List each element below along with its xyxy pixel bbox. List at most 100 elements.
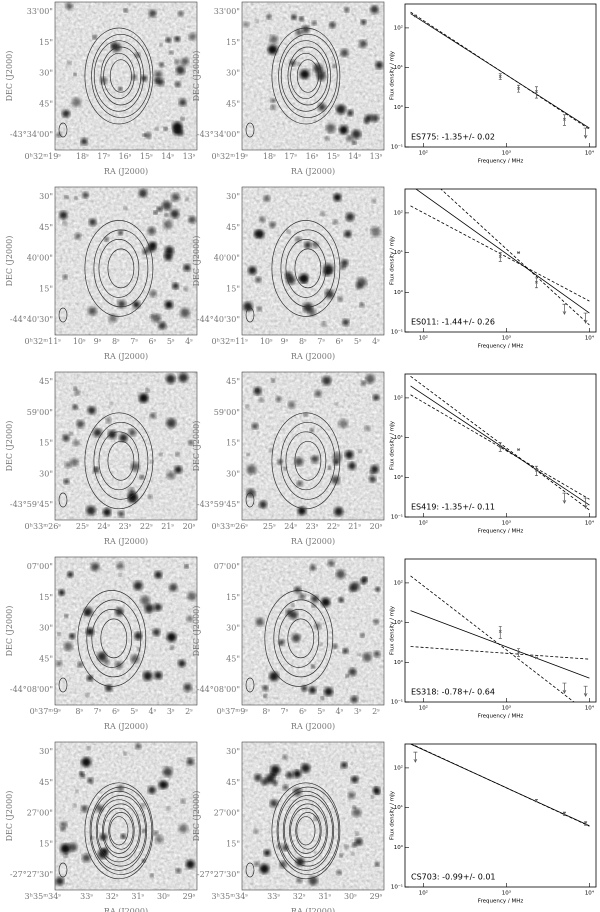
y-tick-label: 10² xyxy=(394,579,403,586)
image-frame xyxy=(54,1,198,151)
source-blob xyxy=(67,60,72,65)
ra-tick-label: 13ˢ xyxy=(370,152,383,161)
ra-tick-label: 0ʰ32ᵐ11ˢ xyxy=(211,337,248,346)
source-label: ES318: -0.78+/- 0.64 xyxy=(411,688,495,697)
source-blob xyxy=(170,645,174,650)
source-blob xyxy=(339,125,349,135)
spectrum-plot: 10² 10³ 10⁴ 10⁻¹ 10⁰ 10¹ 10² Frequency / MHz Flu… xyxy=(390,3,597,165)
source-blob xyxy=(85,693,90,697)
source-blob xyxy=(345,212,355,222)
ra-tick-label: 10ˢ xyxy=(260,337,273,346)
dec-tick-label: 40'00" xyxy=(27,254,53,263)
source-blob xyxy=(243,301,253,312)
source-blob xyxy=(183,286,189,292)
source-label: ES011: -1.44+/- 0.26 xyxy=(411,318,495,327)
image-panel xyxy=(241,186,385,336)
ra-tick-label: 31ˢ xyxy=(131,892,144,901)
source-blob xyxy=(159,62,164,68)
source-blob xyxy=(336,869,342,876)
image-background xyxy=(242,2,384,150)
data-point xyxy=(517,648,521,657)
contour xyxy=(294,440,322,481)
source-blob xyxy=(269,799,278,808)
fit-line xyxy=(415,189,590,314)
source-blob xyxy=(291,633,301,643)
source-blob xyxy=(320,597,331,607)
x-axis-label: Frequency / MHz xyxy=(478,714,524,720)
source-blob xyxy=(105,684,113,692)
image-frame xyxy=(241,371,385,521)
source-blob xyxy=(294,457,304,467)
source-blob xyxy=(73,386,78,391)
source-blob xyxy=(272,780,278,786)
source-blob xyxy=(338,597,344,603)
dec-tick-label: 15" xyxy=(226,439,240,448)
dec-tick-label: 45" xyxy=(226,778,240,787)
source-blob xyxy=(170,209,180,219)
data-point xyxy=(534,799,538,803)
y-tick-label: 10⁰ xyxy=(394,104,404,111)
source-blob xyxy=(180,307,190,318)
dec-tick-label: -43°59'45" xyxy=(197,500,240,509)
source-label: ES419: -1.35+/- 0.11 xyxy=(411,503,495,512)
source-blob xyxy=(169,50,174,55)
ra-tick-label: 25ˢ xyxy=(263,522,276,531)
source-blob xyxy=(109,401,113,405)
dec-axis-label: DEC (J2000) xyxy=(192,421,201,472)
source-label: CS703: -0.99+/- 0.01 xyxy=(411,873,496,882)
y-axis-label: Flux density / mJy xyxy=(390,50,396,100)
contour xyxy=(278,33,338,119)
source-blob xyxy=(268,448,273,453)
source-blob xyxy=(172,282,179,290)
source-blob xyxy=(74,389,81,396)
source-blob xyxy=(139,474,144,480)
source-blob xyxy=(110,42,117,49)
y-tick-label: 10⁻¹ xyxy=(391,884,403,891)
image-panel xyxy=(54,371,198,521)
source-blob xyxy=(115,661,123,669)
source-blob xyxy=(77,661,83,668)
source-blob xyxy=(299,16,304,22)
beam xyxy=(58,862,68,878)
source-blob xyxy=(335,569,346,579)
source-blob xyxy=(350,695,358,703)
source-blob xyxy=(152,628,161,637)
y-tick-label: 10¹ xyxy=(394,64,403,71)
dec-tick-label: -44°08'00" xyxy=(197,685,240,694)
source-blob xyxy=(299,69,310,80)
source-blob xyxy=(142,133,146,137)
dec-tick-label: -27°27'30" xyxy=(197,870,240,879)
source-blob xyxy=(337,296,343,302)
source-blob xyxy=(348,462,356,470)
x-tick-label: 10³ xyxy=(502,335,511,342)
dec-tick-label: 30" xyxy=(39,469,53,478)
x-tick-label: 10³ xyxy=(502,520,511,527)
source-blob xyxy=(118,573,123,577)
source-blob xyxy=(348,667,357,676)
source-blob xyxy=(175,81,181,87)
data-point xyxy=(498,252,502,262)
contour xyxy=(98,431,140,491)
contour xyxy=(91,609,133,668)
x-tick-label: 10⁴ xyxy=(585,150,595,157)
contour xyxy=(96,799,141,863)
dec-tick-label: 45" xyxy=(226,99,240,108)
source-blob xyxy=(253,828,259,834)
ra-tick-label: 6ˢ xyxy=(299,707,307,716)
source-blob xyxy=(163,219,173,230)
source-blob xyxy=(263,694,268,698)
dec-tick-label: 45" xyxy=(226,654,240,663)
source-blob xyxy=(165,374,176,384)
source-blob xyxy=(352,808,362,817)
source-blob xyxy=(118,230,123,236)
source-blob xyxy=(69,431,73,436)
y-tick-label: 10⁻¹ xyxy=(391,329,403,336)
image-frame xyxy=(241,741,385,891)
ra-axis-label: RA (J2000) xyxy=(104,722,148,731)
source-blob xyxy=(344,230,352,238)
y-tick-label: 10⁻¹ xyxy=(391,514,403,521)
dec-tick-label: -44°40'30" xyxy=(10,315,53,324)
source-blob xyxy=(153,603,162,612)
source-blob xyxy=(88,218,97,226)
source-blob xyxy=(185,197,189,201)
